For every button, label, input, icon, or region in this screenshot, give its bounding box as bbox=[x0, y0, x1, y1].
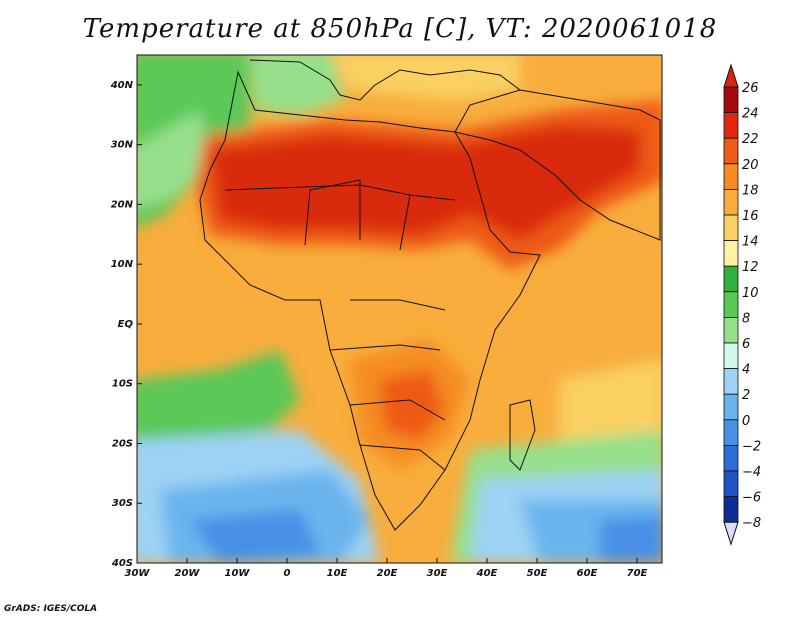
lat-tick-label: 30S bbox=[112, 498, 133, 509]
colorbar-label: 22 bbox=[742, 132, 759, 147]
colorbar-swatch bbox=[723, 419, 739, 446]
colorbar-min-arrow bbox=[723, 521, 739, 546]
colorbar-label: 18 bbox=[742, 183, 759, 198]
lon-tick-label: 20E bbox=[377, 568, 398, 579]
colorbar-swatch bbox=[723, 137, 739, 165]
credit-text: GrADS: IGES/COLA bbox=[4, 604, 98, 614]
colorbar-swatch bbox=[723, 112, 739, 139]
colorbar-label: −6 bbox=[742, 491, 761, 506]
colorbar-label: 24 bbox=[742, 107, 759, 122]
colorbar-label: 4 bbox=[742, 363, 750, 378]
colorbar-label: 20 bbox=[742, 158, 759, 173]
colorbar-max-arrow bbox=[723, 63, 739, 88]
colorbar-label: 10 bbox=[742, 286, 759, 301]
colorbar-swatch bbox=[723, 265, 739, 293]
lon-tick-label: 30W bbox=[125, 568, 151, 579]
lat-tick-label: 30N bbox=[111, 140, 134, 151]
lon-tick-label: 50E bbox=[527, 568, 548, 579]
colorbar-label: 12 bbox=[742, 260, 759, 275]
lat-tick-label: 10N bbox=[111, 259, 134, 270]
colorbar-label: 2 bbox=[742, 388, 750, 403]
lat-tick-label: 40S bbox=[111, 558, 133, 569]
lon-tick-label: 0 bbox=[284, 568, 291, 579]
colorbar-swatch bbox=[723, 316, 739, 344]
colorbar-swatch bbox=[723, 342, 739, 370]
colorbar-label: 0 bbox=[742, 414, 750, 429]
colorbar-swatch bbox=[723, 240, 739, 267]
lon-tick-label: 20W bbox=[175, 568, 201, 579]
lat-tick-label: 10S bbox=[112, 379, 133, 390]
lon-tick-label: 40E bbox=[476, 568, 498, 579]
plot-frame bbox=[136, 54, 663, 564]
colorbar-label: 8 bbox=[742, 311, 750, 326]
colorbar-swatch bbox=[723, 291, 739, 318]
chart-title: Temperature at 850hPa [C], VT: 202006101… bbox=[82, 14, 718, 44]
lat-tick-label: EQ bbox=[118, 319, 134, 330]
lat-tick-label: 20S bbox=[112, 438, 133, 449]
lon-tick-label: 60E bbox=[577, 568, 598, 579]
colorbar-swatch bbox=[723, 86, 739, 114]
colorbar-label: 14 bbox=[742, 235, 759, 250]
colorbar-label: −8 bbox=[742, 516, 761, 531]
colorbar-label: 6 bbox=[742, 337, 750, 352]
colorbar-label: 16 bbox=[742, 209, 759, 224]
coastlines-borders bbox=[199, 59, 661, 531]
colorbar-swatch bbox=[723, 188, 739, 216]
colorbar-swatch bbox=[723, 163, 739, 190]
latitude-axis: 40N 30N 20N 10N EQ 10S 20S 30S 40S bbox=[110, 80, 142, 569]
temperature-field bbox=[137, 55, 662, 563]
colorbar-label: −2 bbox=[742, 439, 761, 454]
lon-tick-label: 10W bbox=[225, 568, 251, 579]
colorbar-swatch bbox=[723, 444, 739, 472]
lat-tick-label: 40N bbox=[110, 80, 134, 91]
lon-tick-label: 10E bbox=[327, 568, 348, 579]
colorbar-label: 26 bbox=[742, 81, 759, 96]
colorbar-swatch bbox=[723, 470, 739, 498]
colorbar-swatch bbox=[723, 393, 739, 421]
lon-tick-label: 30E bbox=[427, 568, 448, 579]
colorbar-label: −4 bbox=[742, 465, 761, 480]
lat-tick-label: 20N bbox=[111, 199, 134, 210]
colorbar-swatch bbox=[723, 214, 739, 242]
colorbar-swatch bbox=[723, 496, 739, 523]
lon-tick-label: 70E bbox=[627, 568, 648, 579]
colorbar-swatch bbox=[723, 368, 739, 395]
longitude-axis: 30W 20W 10W 0 10E 20E 30E 40E 50E 60E 70E bbox=[125, 558, 648, 579]
